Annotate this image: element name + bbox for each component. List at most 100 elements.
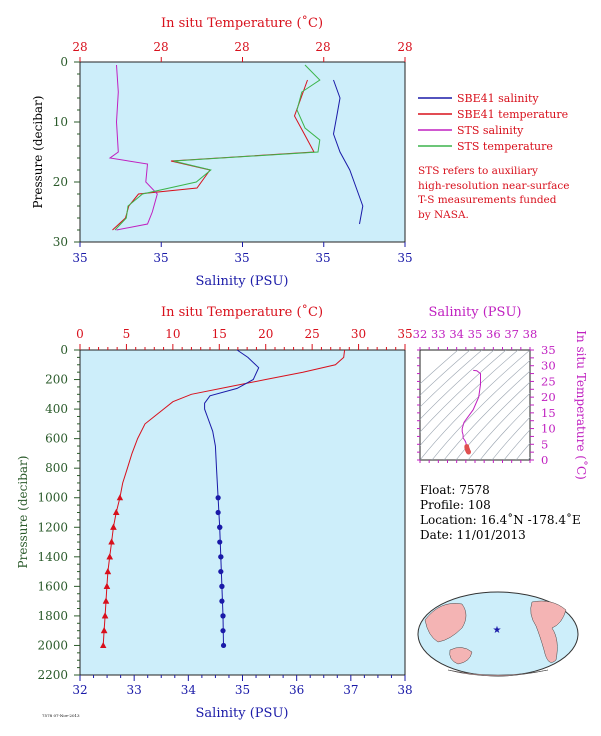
ts-panel: Salinity (PSU) 32 33 34 35 36 37 38 0510152025… — [413, 305, 589, 480]
main-salinity-line — [204, 349, 260, 646]
legend-note-line: by NASA. — [418, 209, 469, 221]
top-temp-tick: 28 — [72, 40, 87, 54]
top-line-sts-salinity — [108, 64, 158, 231]
main-pres-tick: 800 — [45, 461, 68, 475]
main-pres-tick: 400 — [45, 402, 68, 416]
ts-temp-tick: 30 — [541, 359, 556, 373]
main-salinity-axis-title: Salinity (PSU) — [196, 706, 289, 721]
legend-label: STS salinity — [457, 124, 524, 137]
main-panel-tickmarks — [74, 344, 406, 681]
map-land-asia — [424, 603, 467, 643]
temperature-marker — [108, 538, 115, 545]
density-contour — [420, 350, 507, 433]
density-contour — [491, 416, 530, 460]
top-temperature-ticks: 28 28 28 28 28 — [72, 40, 412, 54]
legend-note-line: STS refers to auxiliary — [418, 165, 538, 177]
top-pres-tick: 20 — [53, 175, 68, 189]
ts-temp-tick: 5 — [541, 437, 548, 451]
main-plot-area — [79, 349, 406, 676]
salinity-marker — [220, 613, 226, 619]
salinity-marker — [215, 509, 221, 516]
main-pres-tick: 1200 — [37, 520, 68, 534]
temperature-marker — [110, 523, 117, 530]
top-panel: In situ Temperature (˚C) 28 28 28 28 28 … — [31, 15, 413, 289]
main-temp-tick: 0 — [76, 327, 84, 341]
main-temp-tick: 20 — [258, 327, 273, 341]
salinity-marker — [220, 628, 226, 634]
temperature-marker — [102, 597, 110, 604]
map-land-americas — [530, 600, 567, 663]
salinity-marker — [219, 598, 225, 604]
profile-number: Profile: 108 — [420, 498, 491, 512]
main-pres-tick: 1800 — [37, 609, 68, 623]
main-temp-tick: 15 — [212, 327, 227, 341]
main-sal-tick: 32 — [72, 683, 87, 697]
ts-tickmarks — [417, 347, 534, 463]
ts-temp-tick: 20 — [541, 390, 556, 404]
ts-sal-tick: 34 — [449, 327, 464, 341]
main-panel-lines — [100, 349, 346, 649]
ts-sal-tick: 38 — [523, 327, 538, 341]
ts-temp-tick: 25 — [541, 374, 556, 388]
legend-label: SBE41 salinity — [457, 92, 539, 105]
top-panel-tickmarks — [74, 57, 406, 247]
main-pres-tick: 600 — [45, 432, 68, 446]
top-sal-tick: 35 — [397, 251, 412, 265]
salinity-marker — [215, 495, 221, 501]
top-temp-tick: 28 — [153, 40, 168, 54]
density-contour — [420, 350, 530, 460]
temperature-marker — [101, 612, 109, 619]
main-temperature-axis-title: In situ Temperature (˚C) — [161, 304, 323, 320]
salinity-marker — [219, 583, 225, 589]
top-panel-lines — [108, 64, 364, 231]
legend-note: STS refers to auxiliary high-resolution … — [418, 165, 569, 221]
main-salinity-ticks: 32 33 34 35 36 37 38 — [72, 683, 412, 697]
density-contour — [420, 350, 459, 385]
ts-temp-tick: 0 — [541, 453, 548, 467]
ts-sal-tick: 33 — [431, 327, 446, 341]
temperature-marker — [113, 509, 120, 515]
ts-salinity-ticks: 32 33 34 35 36 37 38 — [413, 327, 538, 341]
ts-salinity-axis-title: Salinity (PSU) — [429, 305, 522, 320]
density-contour — [431, 360, 530, 460]
salinity-marker — [218, 554, 224, 560]
map-land-antarctica — [447, 669, 549, 677]
main-temperature-ticks: 0 5 10 15 20 25 30 35 — [76, 327, 412, 341]
main-temp-tick: 35 — [397, 327, 412, 341]
main-temp-tick: 25 — [305, 327, 320, 341]
main-pres-tick: 1600 — [37, 579, 68, 593]
density-contour — [420, 350, 483, 408]
temperature-marker — [100, 627, 108, 634]
top-sal-tick: 35 — [72, 251, 87, 265]
density-contour — [467, 392, 530, 460]
ts-temp-tick: 10 — [541, 422, 556, 436]
temperature-marker — [103, 582, 111, 589]
temperature-marker — [100, 641, 107, 648]
main-temp-tick: 5 — [123, 327, 131, 341]
main-pres-tick: 1000 — [37, 491, 68, 505]
main-pres-tick: 0 — [60, 343, 68, 357]
density-contour — [503, 429, 530, 460]
main-pres-tick: 2000 — [37, 638, 68, 652]
ts-temp-tick: 15 — [541, 406, 556, 420]
map-land-australia — [449, 647, 473, 665]
main-sal-tick: 35 — [235, 683, 250, 697]
legend-note-line: high-resolution near-surface — [418, 180, 569, 192]
main-pressure-ticks: 0 200 400 600 800 1000 1200 1400 1600 1800 2000 220… — [37, 343, 68, 682]
legend-note-line: T-S measurements funded — [418, 194, 557, 206]
temperature-marker — [116, 494, 124, 501]
top-line-sbe41-salinity — [332, 79, 364, 225]
top-pres-tick: 0 — [60, 55, 68, 69]
ts-sal-tick: 32 — [413, 327, 428, 341]
ts-deep-marker — [466, 449, 471, 455]
density-contour — [443, 370, 530, 460]
main-pres-tick: 200 — [45, 373, 68, 387]
top-plot-area — [79, 61, 406, 243]
main-sal-tick: 34 — [181, 683, 197, 697]
temperature-marker — [106, 553, 113, 560]
ts-sal-tick: 35 — [468, 327, 483, 341]
date: Date: 11/01/2013 — [420, 528, 526, 542]
ts-sal-tick: 36 — [486, 327, 501, 341]
salinity-marker — [220, 642, 227, 649]
